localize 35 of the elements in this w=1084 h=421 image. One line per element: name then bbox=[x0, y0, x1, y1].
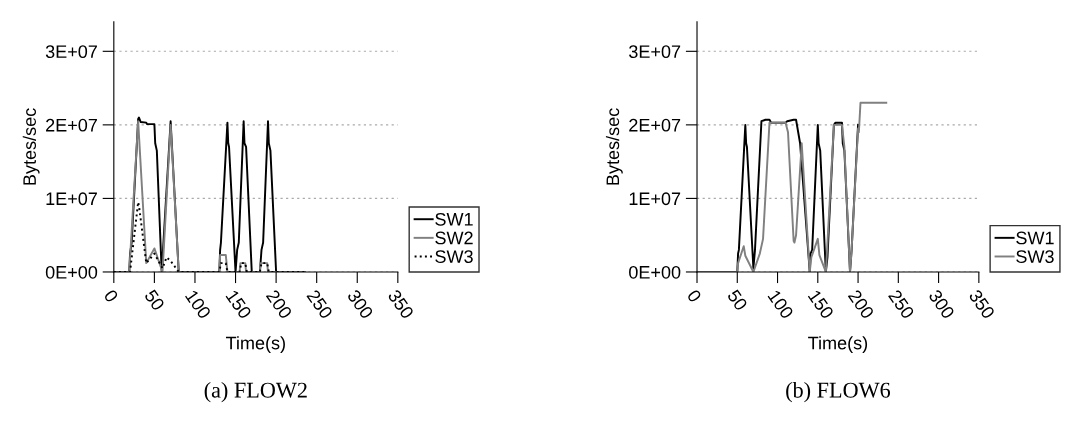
x-tick-label: 150 bbox=[807, 289, 835, 320]
y-tick-label: 1E+07 bbox=[629, 192, 681, 206]
text: (a) FLOW2 bbox=[204, 382, 307, 403]
x-tick-label: 350 bbox=[387, 288, 415, 320]
x-tick-label: 250 bbox=[306, 288, 334, 320]
y-axis-title: Bytes/sec bbox=[22, 108, 40, 185]
x-tick-label: 300 bbox=[346, 288, 374, 320]
y-tick-label: 2E+07 bbox=[629, 118, 681, 132]
x-tick-label: 0 bbox=[103, 288, 119, 304]
y-tick-label: 3E+07 bbox=[629, 45, 681, 59]
x-axis-title: Time(s) bbox=[808, 336, 868, 353]
x-tick-label: 300 bbox=[928, 288, 956, 320]
legend-label: SW2 bbox=[435, 231, 473, 245]
x-tick-label: 350 bbox=[968, 288, 996, 320]
y-tick-label: 3E+07 bbox=[45, 45, 97, 59]
x-tick-label: 200 bbox=[265, 288, 293, 320]
x-tick-label: 0 bbox=[686, 288, 702, 304]
y-tick-label: 0E+00 bbox=[45, 265, 98, 279]
legend-label: SW3 bbox=[435, 250, 473, 263]
legend-label: SW3 bbox=[1016, 250, 1054, 263]
x-tick-label: 100 bbox=[767, 289, 795, 320]
legend-label: SW1 bbox=[1016, 231, 1054, 245]
y-tick-label: 1E+07 bbox=[46, 192, 97, 206]
x-tick-label: 50 bbox=[726, 288, 748, 312]
x-axis-title: Time(s) bbox=[225, 336, 285, 353]
x-tick-label: 50 bbox=[143, 288, 166, 312]
x-tick-label: 100 bbox=[184, 289, 212, 320]
x-tick-label: 250 bbox=[887, 288, 915, 320]
y-tick-label: 0E+00 bbox=[629, 265, 681, 279]
x-tick-label: 200 bbox=[847, 288, 875, 320]
y-axis-title: Bytes/sec bbox=[605, 108, 623, 185]
y-tick-label: 2E+07 bbox=[46, 118, 97, 132]
legend-label: SW1 bbox=[435, 212, 473, 226]
text: (b) FLOW6 bbox=[786, 382, 891, 403]
x-tick-label: 150 bbox=[225, 289, 253, 320]
